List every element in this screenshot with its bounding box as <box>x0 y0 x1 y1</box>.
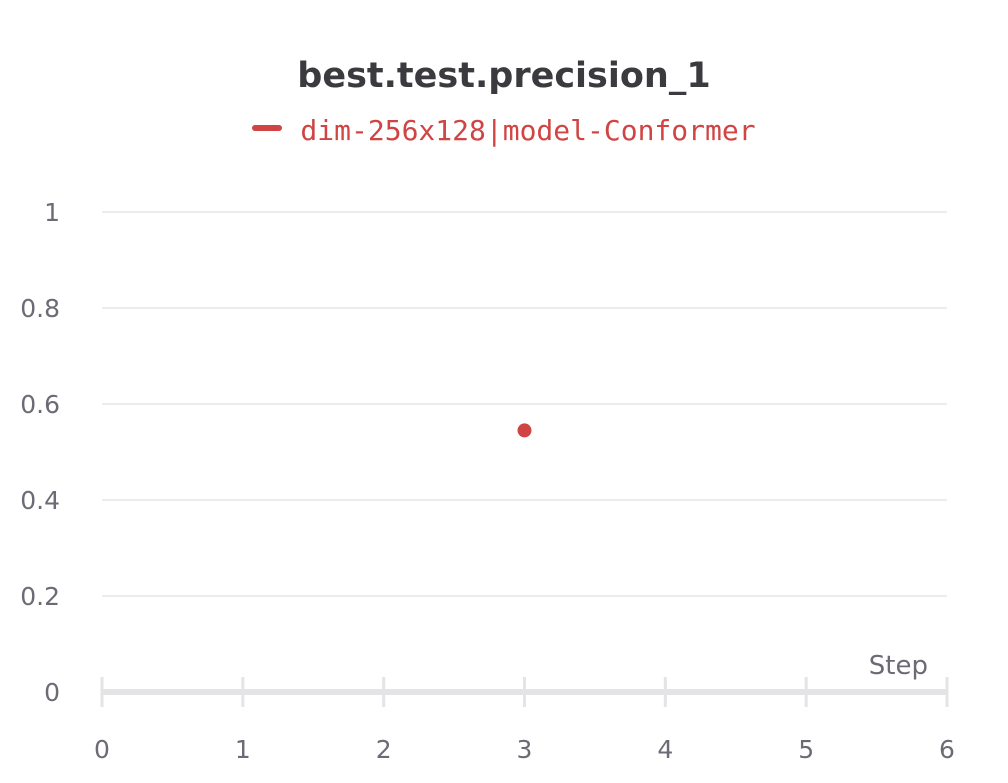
y-tick-label: 0.8 <box>20 294 60 323</box>
legend-label: dim-256x128|model-Conformer <box>300 114 756 147</box>
y-tick-label: 0 <box>44 678 60 707</box>
x-tick-labels: 0 1 2 3 4 5 6 <box>94 735 955 764</box>
x-tick-label: 4 <box>657 735 673 764</box>
grid-lines <box>102 211 947 597</box>
x-tick-label: 5 <box>798 735 814 764</box>
x-tick-label: 0 <box>94 735 110 764</box>
legend-swatch <box>252 124 283 131</box>
legend: dim-256x128|model-Conformer <box>0 114 1008 147</box>
x-axis <box>100 677 949 707</box>
y-tick-label: 1 <box>44 198 60 227</box>
data-points <box>517 423 532 438</box>
x-tick-label: 6 <box>939 735 955 764</box>
x-axis-title: Step <box>869 651 928 681</box>
y-tick-label: 0.2 <box>20 582 60 611</box>
x-tick-label: 1 <box>235 735 251 764</box>
data-point[interactable] <box>517 423 532 438</box>
x-tick-label: 3 <box>517 735 533 764</box>
y-tick-label: 0.6 <box>20 390 60 419</box>
chart-title: best.test.precision_1 <box>297 56 711 96</box>
x-tick-label: 2 <box>376 735 392 764</box>
y-tick-labels: 0 0.2 0.4 0.6 0.8 1 <box>20 198 60 707</box>
y-tick-label: 0.4 <box>20 486 60 515</box>
